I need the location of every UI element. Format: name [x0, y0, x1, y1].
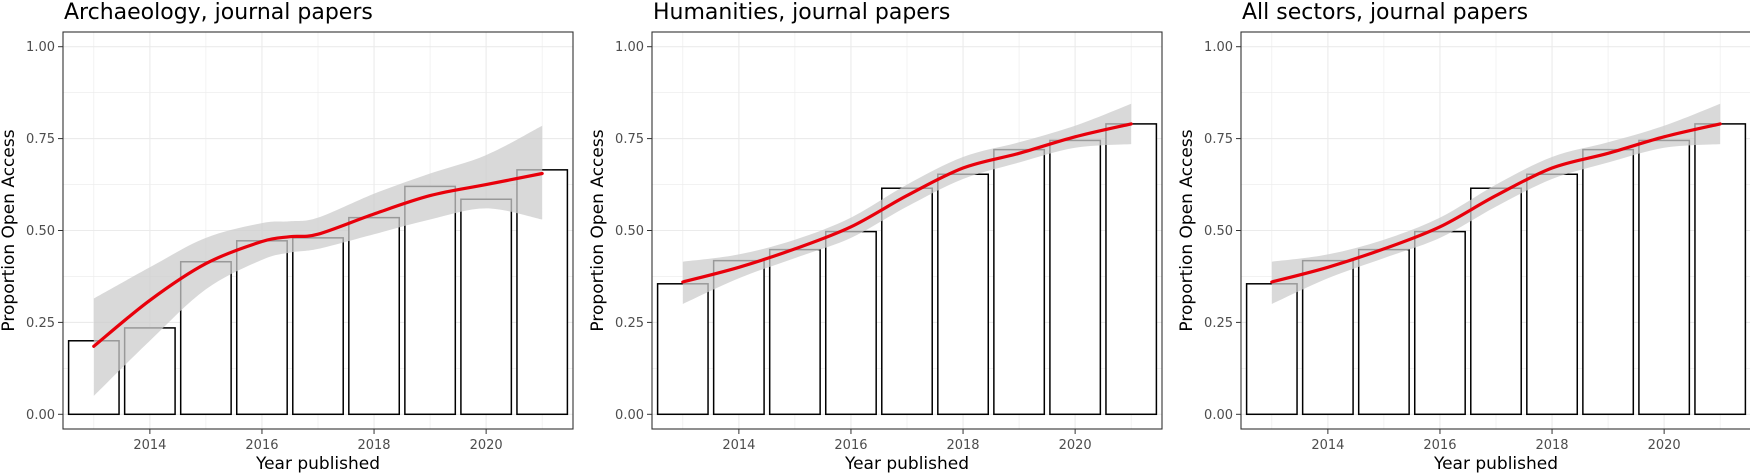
x-tick-label: 2018 — [1535, 438, 1568, 453]
bar — [1638, 139, 1691, 416]
trend-line — [681, 122, 1133, 284]
bar — [1526, 173, 1579, 416]
bar — [768, 248, 821, 416]
bar — [1694, 123, 1747, 416]
x-tick-label: 2020 — [1648, 438, 1681, 453]
bar — [1105, 123, 1158, 416]
y-axis-title: Proportion Open Access — [588, 129, 608, 331]
x-tick-label: 2014 — [133, 438, 166, 453]
x-tick-label: 2016 — [245, 438, 278, 453]
x-tick-label: 2014 — [722, 438, 755, 453]
panel-humanities: Humanities, journal papers 0.000.250.500… — [588, 0, 1163, 473]
x-axis-title: Year published — [1433, 454, 1558, 473]
x-tick-label: 2018 — [357, 438, 390, 453]
x-axis-title: Year published — [844, 454, 969, 473]
y-tick-label: 0.50 — [1204, 224, 1233, 239]
y-tick-label: 0.25 — [615, 316, 644, 331]
x-tick-label: 2014 — [1311, 438, 1344, 453]
trend-line — [92, 171, 544, 348]
bar — [292, 237, 344, 416]
bar — [824, 230, 877, 416]
y-axis-title: Proportion Open Access — [1177, 129, 1197, 331]
panel-title: Humanities, journal papers — [653, 0, 950, 25]
y-tick-label: 1.00 — [615, 40, 644, 55]
y-tick-label: 0.00 — [615, 408, 644, 423]
bar — [1357, 248, 1410, 416]
confidence-band — [93, 125, 543, 396]
bar — [712, 259, 765, 416]
y-tick-label: 0.75 — [615, 132, 644, 147]
y-axis-title: Proportion Open Access — [0, 129, 19, 331]
y-tick-label: 1.00 — [26, 40, 55, 55]
plot-area: 0.00 0.25 0.50 0.75 1.00 2014 2016 2018 2020 — [26, 31, 574, 453]
bar — [937, 173, 990, 416]
x-tick-label: 2016 — [834, 438, 867, 453]
panel-all-sectors: All sectors, journal papers 0.00 0.25 0.50… — [1177, 0, 1750, 473]
plot-area: 0.00 0.25 0.50 0.75 1.00 2014 2016 2018 2020 — [615, 31, 1163, 453]
bar — [1413, 230, 1466, 416]
bar — [1049, 139, 1102, 416]
panel-title: All sectors, journal papers — [1242, 0, 1528, 25]
y-tick-label: 0.25 — [26, 316, 55, 331]
y-tick-label: 0.75 — [1204, 132, 1233, 147]
bar — [881, 187, 933, 416]
trend-line — [1270, 122, 1722, 284]
bar — [1301, 259, 1354, 416]
bar — [1582, 148, 1635, 416]
bar — [460, 198, 513, 416]
bar — [1470, 187, 1522, 416]
y-tick-label: 0.00 — [26, 408, 55, 423]
panel-archaeology: Archaeology, journal papers 0.00 0.25 0.50… — [0, 0, 574, 473]
bar — [348, 216, 401, 416]
y-tick-label: 0.25 — [1204, 316, 1233, 331]
bar — [993, 148, 1046, 416]
y-tick-label: 0.75 — [26, 132, 55, 147]
y-tick-label: 0.50 — [26, 224, 55, 239]
bar — [404, 185, 457, 416]
bar — [1245, 283, 1298, 416]
plot-area: 0.00 0.25 0.50 0.75 1.00 2014 2016 2018 2020 — [1204, 31, 1750, 453]
x-tick-label: 2020 — [1059, 438, 1092, 453]
y-tick-label: 0.00 — [1204, 408, 1233, 423]
panel-title: Archaeology, journal papers — [64, 0, 373, 25]
y-tick-label: 1.00 — [1204, 40, 1233, 55]
x-axis-title: Year published — [255, 454, 380, 473]
x-tick-label: 2016 — [1423, 438, 1456, 453]
x-tick-label: 2020 — [470, 438, 503, 453]
x-tick-label: 2018 — [946, 438, 979, 453]
y-tick-label: 0.50 — [615, 224, 644, 239]
